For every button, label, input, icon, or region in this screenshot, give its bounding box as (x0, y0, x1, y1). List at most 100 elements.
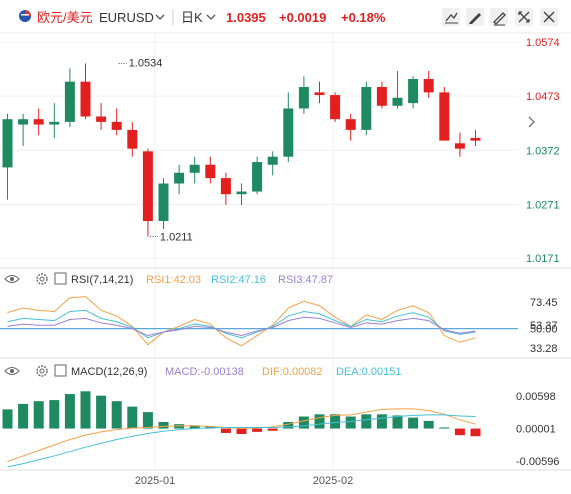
symbol-label[interactable]: EURUSD (99, 10, 154, 25)
macd-legend: MACD:-0.00138 (165, 366, 244, 378)
candle-body (189, 164, 200, 173)
chevron-down-icon[interactable] (206, 14, 216, 20)
macd-bar (298, 416, 309, 429)
close-icon[interactable] (540, 8, 558, 26)
pen-tool-icon[interactable] (490, 8, 508, 26)
fullscreen-icon[interactable] (515, 8, 533, 26)
candle-body (439, 92, 450, 141)
dif-legend: DIF:0.00082 (262, 366, 323, 378)
chevron-down-icon[interactable] (155, 14, 165, 20)
rsi-line-rsi2 (7, 309, 476, 339)
macd-bar (189, 425, 200, 429)
candle-body (376, 87, 387, 106)
macd-bar (314, 414, 325, 429)
macd-bar (283, 421, 294, 429)
last-price: 1.0395 (226, 10, 266, 25)
legend-toggle-icon[interactable] (54, 364, 67, 377)
rsi-label: RSI(7,14,21) (71, 274, 133, 286)
price-tick-label: 1.0574 (526, 37, 560, 49)
candle-body (361, 87, 372, 130)
candle-body (236, 191, 247, 195)
macd-label: MACD(12,26,9) (71, 366, 147, 378)
candle-body (283, 108, 294, 157)
eye-icon[interactable] (4, 275, 20, 283)
time-axis: 2025-01 2025-02 (135, 475, 353, 487)
price-axis: 1.0574 1.0473 1.0372 1.0271 1.0171 (526, 37, 560, 265)
price-annotations: 1.0534 1.0211 (118, 57, 193, 244)
macd-tick-label: 0.00598 (516, 391, 556, 403)
macd-bar (392, 415, 403, 429)
candle-body (220, 178, 231, 195)
macd-bar (423, 420, 434, 429)
macd-bar (205, 426, 216, 429)
rsi-tick-label: 73.45 (530, 297, 558, 309)
macd-tick-label: -0.00596 (516, 456, 559, 468)
us-eu-flag-icon (19, 10, 31, 22)
macd-lines (7, 408, 476, 468)
macd-bar (33, 401, 44, 429)
candle-body (111, 121, 122, 130)
price-change-pct: +0.18% (341, 10, 386, 25)
price-tick-label: 1.0171 (526, 253, 560, 265)
macd-bar (267, 428, 278, 431)
macd-tick-label: 0.00001 (516, 424, 556, 436)
rsi2-legend: RSI2:47.16 (211, 274, 266, 286)
candle-body (408, 78, 419, 104)
candle-body (298, 87, 309, 109)
macd-bar (64, 394, 75, 429)
legend-toggle-icon[interactable] (54, 272, 67, 285)
macd-bar (220, 428, 231, 433)
macd-bar (174, 424, 185, 429)
gear-icon[interactable] (36, 365, 48, 377)
macd-bar (408, 417, 419, 429)
rsi-tick-label: 53.37 (530, 320, 558, 332)
candle-body (345, 119, 356, 130)
annotation-label: 1.0534 (129, 57, 163, 69)
eye-icon[interactable] (4, 367, 20, 375)
macd-bar (376, 414, 387, 429)
candle-body (267, 156, 278, 165)
price-change: +0.0019 (279, 10, 326, 25)
draw-tool-icon[interactable] (466, 8, 484, 26)
macd-bar (470, 428, 481, 437)
macd-bar (454, 428, 465, 436)
macd-bar (252, 428, 263, 432)
macd-bar (18, 403, 29, 429)
macd-bar (2, 409, 13, 429)
time-tick-label: 2025-01 (135, 475, 175, 487)
dea-legend: DEA:0.00151 (336, 366, 401, 378)
candle-body (80, 81, 91, 117)
candle-body (470, 137, 481, 141)
pair-name: 欧元/美元 (37, 10, 93, 25)
candle-body (96, 116, 107, 122)
chevron-right-icon[interactable] (528, 116, 535, 128)
macd-bar (439, 427, 450, 429)
macd-bar (96, 395, 107, 429)
candle-body (18, 119, 29, 125)
candle-body (33, 119, 44, 125)
rsi-header: RSI(7,14,21) RSI1:42.03 RSI2:47.16 RSI3:… (4, 272, 333, 286)
dea-line (7, 414, 476, 468)
rsi3-legend: RSI3:47.87 (278, 274, 333, 286)
gear-icon[interactable] (36, 273, 48, 285)
price-tick-label: 1.0372 (526, 145, 560, 157)
macd-bar (361, 414, 372, 429)
line-tool-icon[interactable] (442, 8, 460, 26)
macd-bar (330, 414, 341, 429)
candle-body (423, 78, 434, 93)
interval-select[interactable]: 日K (181, 10, 203, 25)
macd-axis: 0.00598 0.00001 -0.00596 (516, 391, 559, 468)
rsi-line-rsi1 (7, 296, 476, 347)
candle-body (127, 129, 138, 149)
dif-line (7, 408, 476, 462)
candle-body (64, 81, 75, 122)
candle-body (174, 172, 185, 184)
macd-header: MACD(12,26,9) MACD:-0.00138 DIF:0.00082 … (4, 364, 401, 378)
time-tick-label: 2025-02 (313, 475, 353, 487)
price-tick-label: 1.0271 (526, 199, 560, 211)
macd-bar (111, 401, 122, 429)
candle-body (142, 151, 153, 222)
macd-bar (345, 416, 356, 429)
